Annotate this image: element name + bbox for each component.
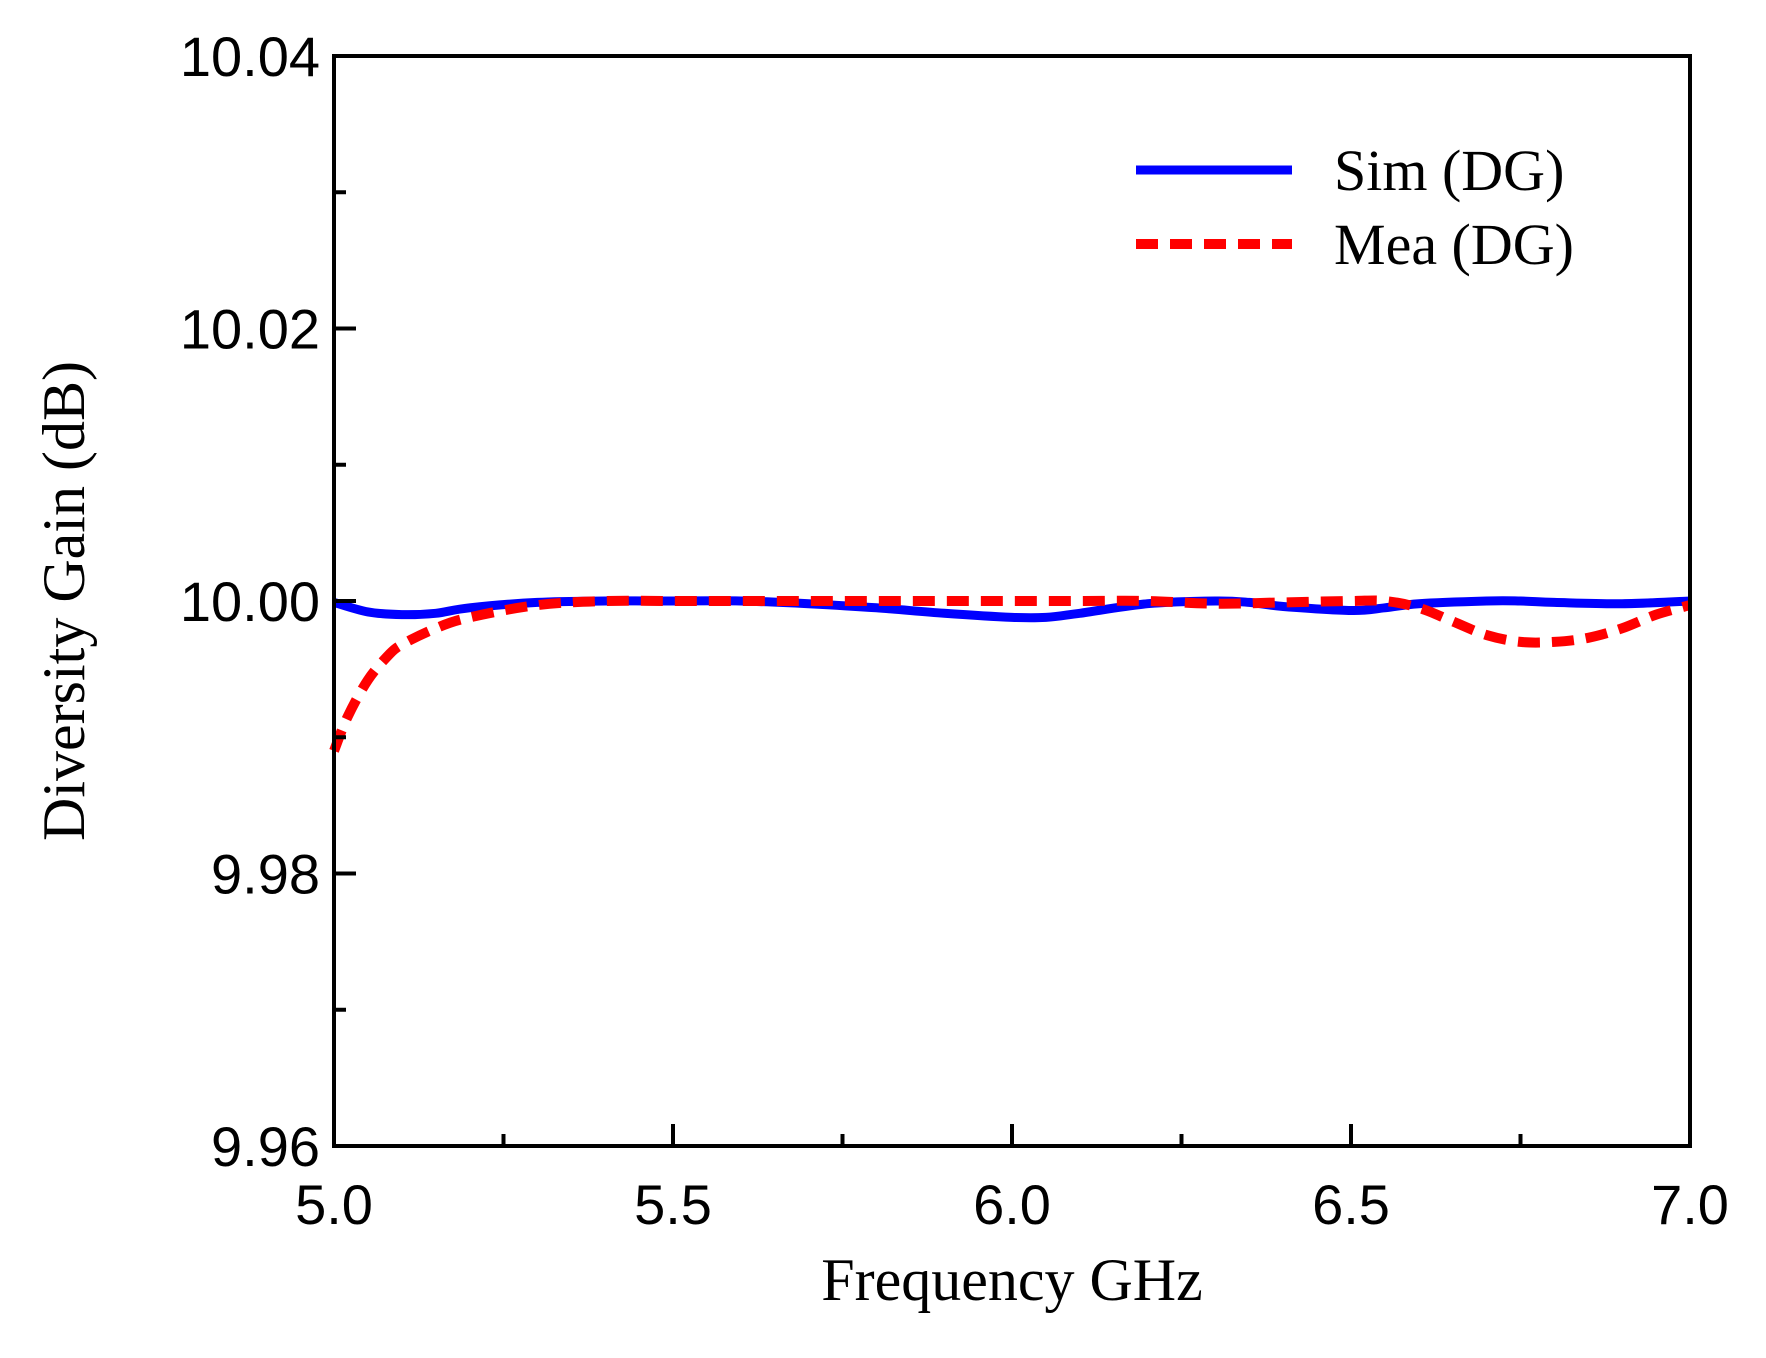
y-tick-label: 10.04: [180, 25, 320, 88]
x-tick-label: 6.0: [973, 1173, 1051, 1236]
y-tick-label: 9.98: [211, 843, 320, 906]
legend: Sim (DG) Mea (DG): [1136, 138, 1574, 277]
legend-label: Sim (DG): [1334, 138, 1564, 203]
x-tick-label: 5.0: [295, 1173, 373, 1236]
series-line-mea: [329, 595, 1692, 753]
x-tick-label: 7.0: [1651, 1173, 1729, 1236]
y-tick-label: 9.96: [211, 1115, 320, 1178]
y-axis: 9.96 9.98 10.00 10.02 10.04: [180, 25, 356, 1178]
x-axis-title: Frequency GHz: [821, 1247, 1203, 1313]
y-tick-label: 10.00: [180, 570, 320, 633]
y-tick-label: 10.02: [180, 298, 320, 361]
plot-area: [329, 595, 1692, 753]
x-tick-label: 6.5: [1312, 1173, 1390, 1236]
y-axis-title: Diversity Gain (dB): [31, 361, 97, 841]
series-line-sim: [332, 596, 1691, 623]
x-tick-label: 5.5: [634, 1173, 712, 1236]
legend-label: Mea (DG): [1334, 212, 1574, 277]
x-axis: 5.0 5.5 6.0 6.5 7.0: [295, 1124, 1729, 1236]
